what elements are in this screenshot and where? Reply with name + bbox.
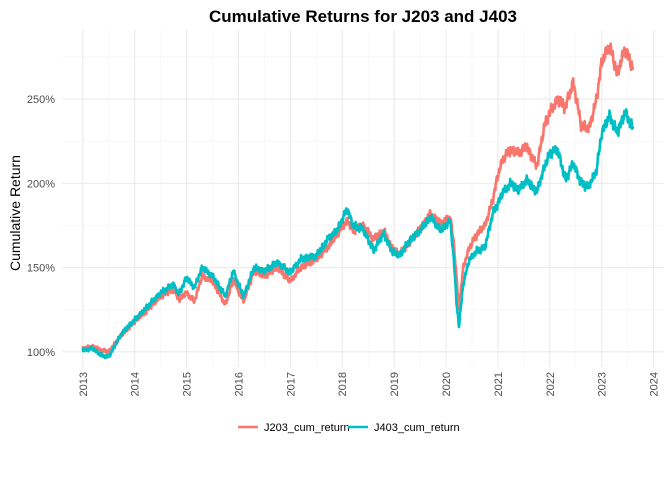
x-tick-label: 2023	[597, 372, 609, 396]
legend: J203_cum_return J403_cum_return	[238, 422, 460, 434]
x-tick-label: 2021	[493, 372, 505, 396]
y-tick-label: 250%	[27, 94, 55, 106]
x-tick-label: 2022	[545, 372, 557, 396]
legend-label: J403_cum_return	[374, 422, 460, 434]
legend-label: J203_cum_return	[264, 422, 350, 434]
series-line-J203_cum_return	[81, 42, 635, 355]
x-tick-label: 2015	[182, 372, 194, 396]
x-axis-tick-labels: 2013 2014 2015 2016 2017 2018 2019 2020 2021 2022…	[78, 372, 661, 396]
x-tick-label: 2016	[233, 372, 245, 396]
x-tick-label: 2024	[649, 372, 661, 396]
y-axis-title: Cumulative Return	[7, 155, 23, 271]
x-tick-label: 2019	[389, 372, 401, 396]
y-axis-tick-labels: 100% 150% 200% 250%	[27, 94, 55, 359]
x-tick-label: 2018	[337, 372, 349, 396]
series-line-J403_cum_return	[81, 108, 635, 360]
x-tick-label: 2014	[130, 372, 142, 396]
x-tick-label: 2020	[441, 372, 453, 396]
chart-title: Cumulative Returns for J203 and J403	[209, 7, 517, 26]
y-tick-label: 150%	[27, 263, 55, 275]
y-tick-label: 200%	[27, 178, 55, 190]
x-tick-label: 2013	[78, 372, 90, 396]
x-tick-label: 2017	[285, 372, 297, 396]
major-gridlines	[62, 30, 664, 367]
series-lines	[81, 42, 635, 360]
y-tick-label: 100%	[27, 347, 55, 359]
minor-gridlines	[62, 30, 664, 367]
